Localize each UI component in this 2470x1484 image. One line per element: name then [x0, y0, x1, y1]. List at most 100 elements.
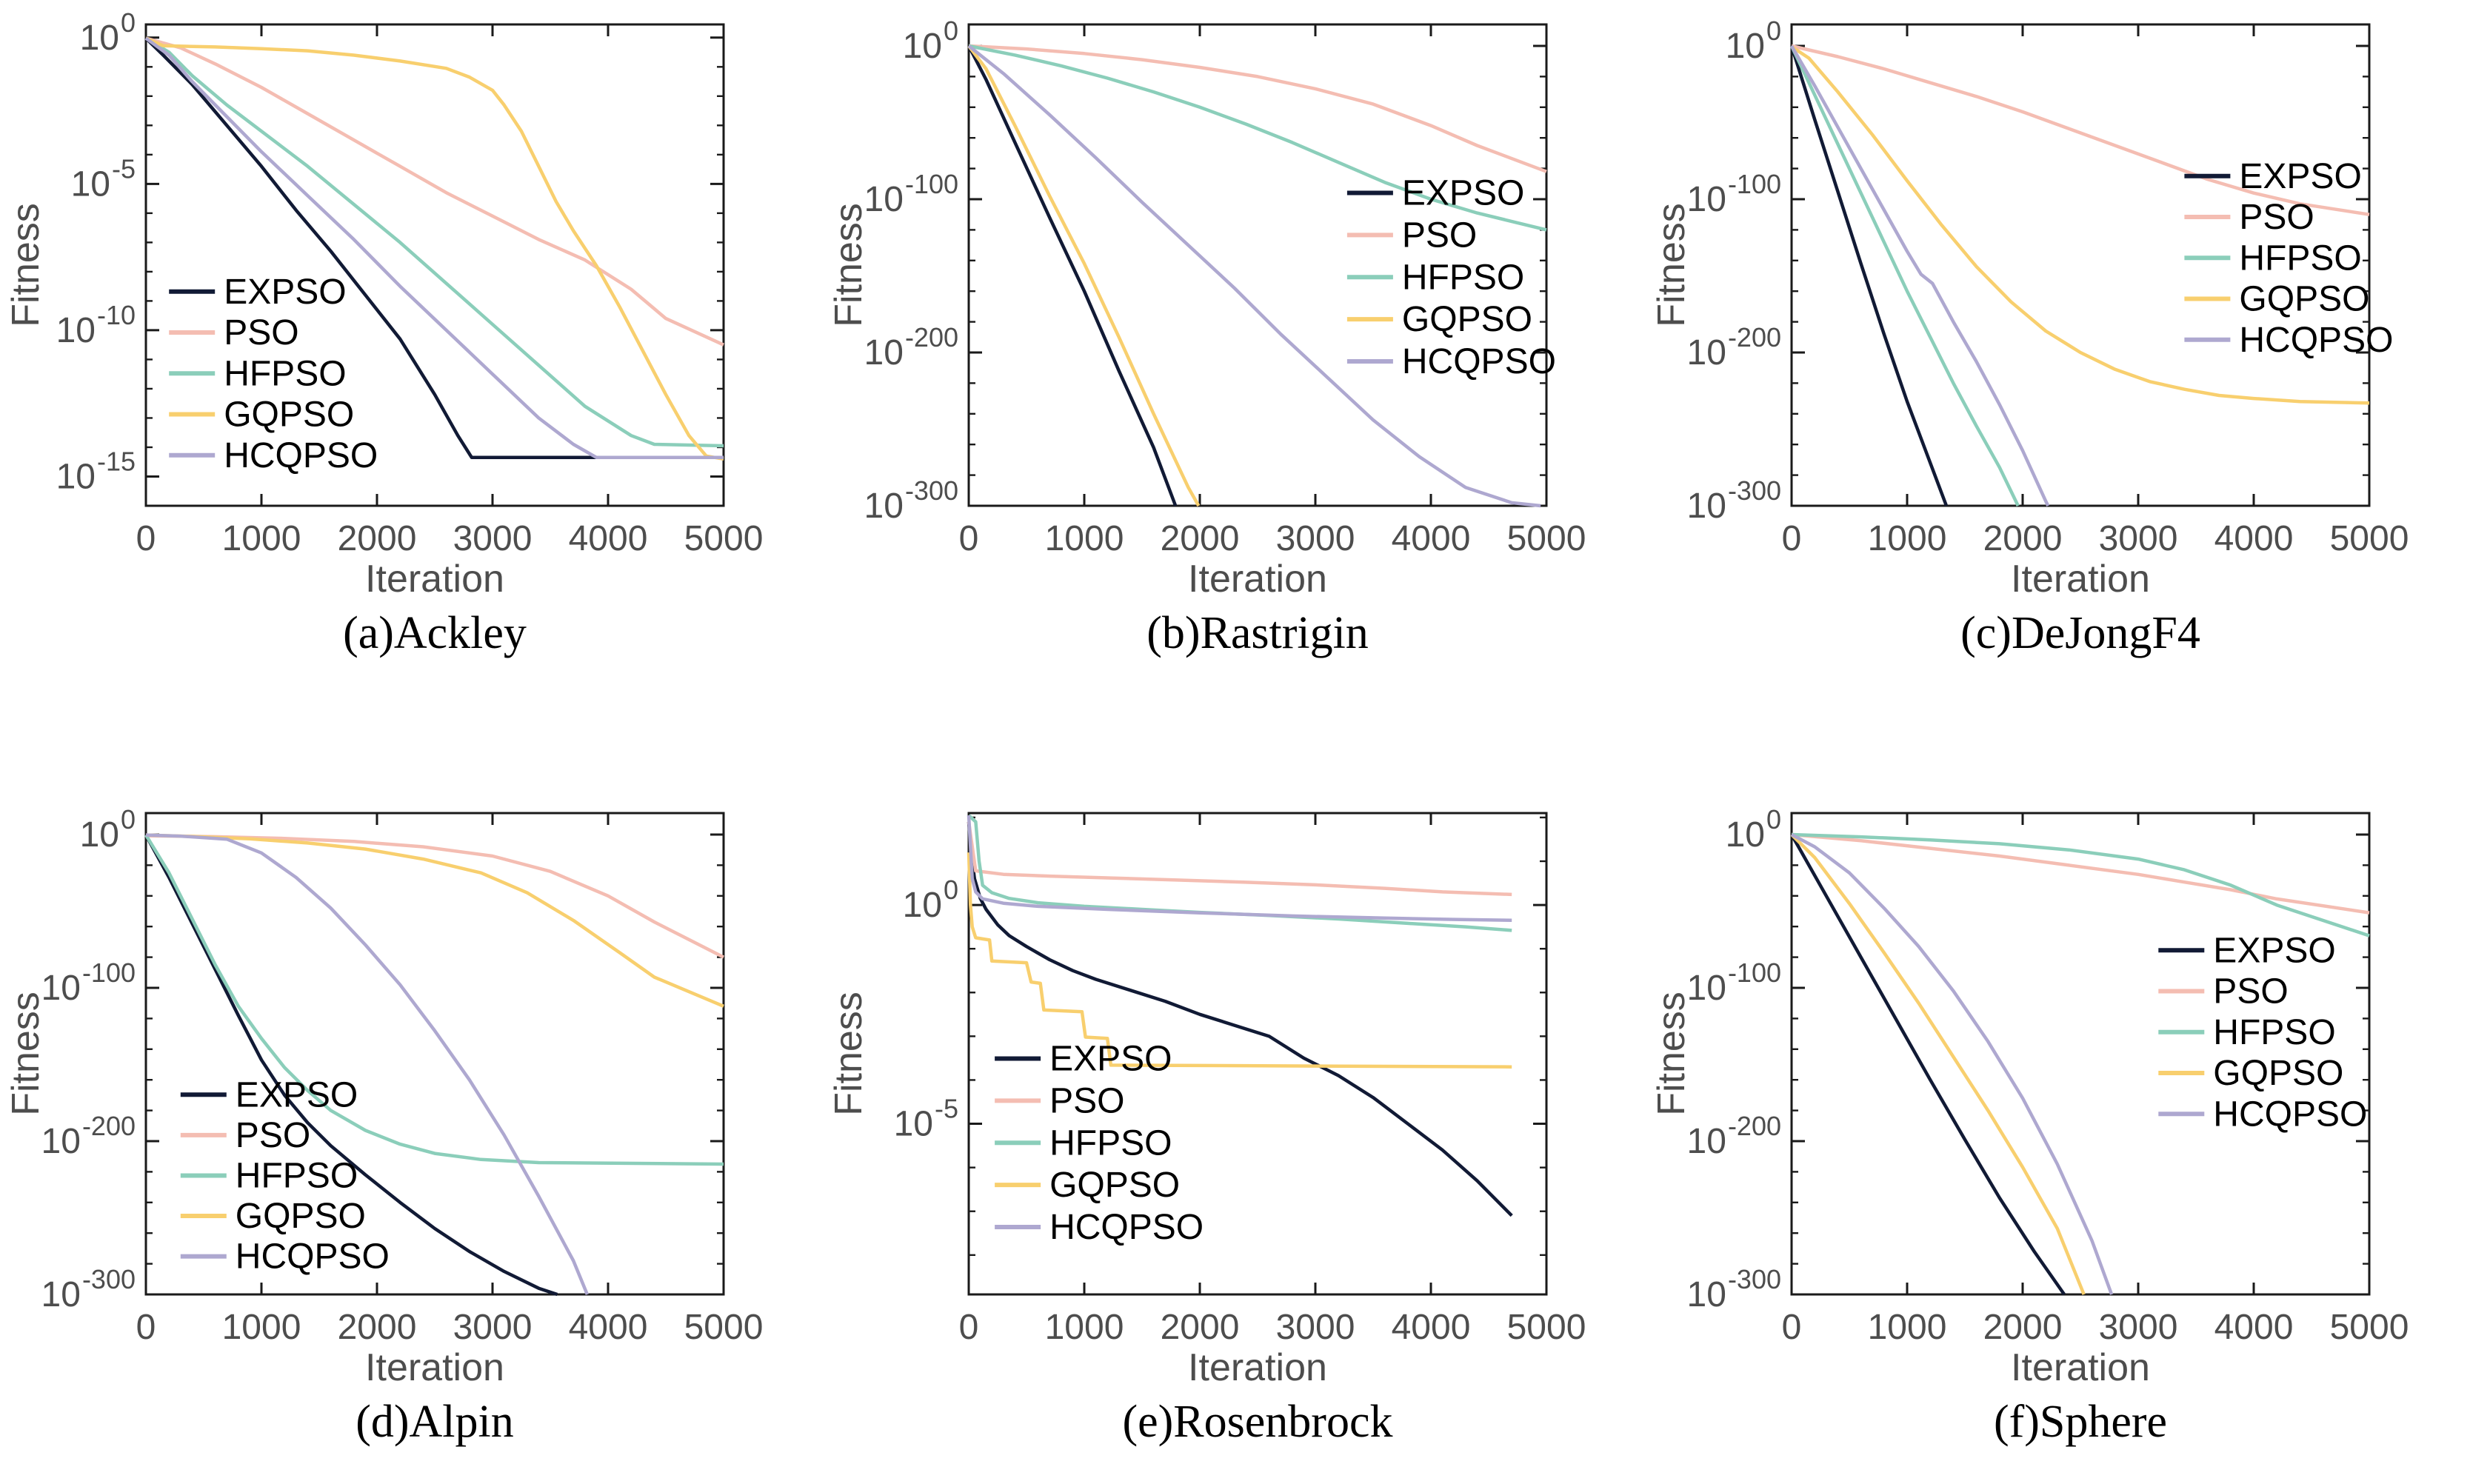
y-tick-label: 100 [903, 875, 958, 925]
legend-label-hcqpso: HCQPSO [224, 436, 378, 475]
legend-label-hfpso: HFPSO [224, 354, 346, 393]
y-tick-label: 10-300 [1687, 1264, 1781, 1314]
series-line-gqpso [1790, 45, 2370, 405]
legend-item-expso: EXPSO [2184, 157, 2362, 196]
x-axis-label: Iteration [2011, 558, 2150, 601]
subplot-caption: (b)Rastrigin [1146, 608, 1369, 658]
legend-label-expso: EXPSO [2239, 157, 2361, 196]
x-tick-label: 3000 [453, 1308, 533, 1347]
x-tick-label: 1000 [1045, 1308, 1124, 1347]
legend-item-hcqpso: HCQPSO [2158, 1094, 2367, 1134]
x-axis-label: Iteration [1188, 558, 1327, 601]
x-tick-label: 5000 [2330, 1308, 2409, 1347]
series-line-expso [144, 834, 558, 1297]
legend-item-pso: PSO [1346, 215, 1477, 255]
legend-item-pso: PSO [180, 1116, 310, 1155]
plot-area [967, 812, 1548, 1296]
legend-item-hcqpso: HCQPSO [1346, 342, 1556, 381]
x-tick-label: 0 [1782, 1308, 1802, 1347]
legend-item-hcqpso: HCQPSO [995, 1208, 1204, 1247]
subplot-caption: (c)DeJongF4 [1960, 608, 2200, 658]
x-tick-label: 0 [136, 519, 156, 558]
legend-label-pso: PSO [2239, 198, 2314, 237]
legend-label-pso: PSO [2213, 972, 2288, 1012]
x-tick-label: 4000 [1392, 1308, 1471, 1347]
series-line-expso [144, 36, 678, 460]
legend-item-gqpso: GQPSO [169, 395, 354, 435]
x-tick-label: 1000 [1868, 1308, 1947, 1347]
subplot-f: 0 1000 2000 3000 4000 5000 100 10-100 10-200 10-3… [1650, 804, 2409, 1447]
legend-item-expso: EXPSO [1346, 174, 1524, 213]
legend-item-hfpso: HFPSO [2184, 238, 2362, 278]
x-tick-label: 3000 [2099, 519, 2178, 558]
y-tick-label: 10-100 [1687, 169, 1781, 219]
x-tick-label: 0 [136, 1308, 156, 1347]
x-tick-label: 1000 [1045, 519, 1124, 558]
legend-label-hcqpso: HCQPSO [2239, 321, 2393, 360]
series-line-gqpso [967, 44, 1201, 507]
series-line-gqpso [1790, 833, 2086, 1295]
x-tick-label: 3000 [1276, 1308, 1355, 1347]
legend-label-hfpso: HFPSO [2213, 1013, 2335, 1052]
series-line-hfpso [144, 834, 724, 1166]
series-line-hfpso [1791, 832, 2370, 937]
series-line-hcqpso [1790, 833, 2114, 1295]
legend-item-gqpso: GQPSO [180, 1197, 366, 1236]
legend-label-pso: PSO [1049, 1081, 1124, 1120]
legend-label-pso: PSO [236, 1116, 310, 1155]
legend-label-gqpso: GQPSO [236, 1197, 366, 1236]
legend-label-gqpso: GQPSO [1402, 300, 1532, 339]
legend-item-hcqpso: HCQPSO [180, 1237, 390, 1277]
series-line-expso [1789, 45, 1949, 507]
x-tick-label: 5000 [684, 519, 764, 558]
y-tick-label: 100 [80, 804, 136, 855]
y-tick-label: 10-200 [1687, 322, 1781, 372]
x-tick-label: 5000 [2330, 519, 2409, 558]
x-tick-label: 0 [959, 519, 979, 558]
subplot-caption: (e)Rosenbrock [1123, 1397, 1393, 1447]
subplot-caption: (d)Alpin [356, 1397, 514, 1447]
legend-item-hfpso: HFPSO [1346, 258, 1524, 297]
legend-item-expso: EXPSO [169, 273, 347, 312]
legend-item-hfpso: HFPSO [2158, 1013, 2336, 1052]
legend-item-expso: EXPSO [2158, 931, 2336, 970]
legend-item-hcqpso: HCQPSO [2184, 321, 2393, 360]
series-line-pso [967, 821, 1512, 897]
x-tick-label: 4000 [569, 1308, 648, 1347]
x-tick-label: 0 [959, 1308, 979, 1347]
legend-item-hfpso: HFPSO [169, 354, 347, 393]
x-axis-label: Iteration [365, 558, 504, 601]
series-line-expso [967, 821, 1513, 1217]
legend-label-hcqpso: HCQPSO [2213, 1094, 2367, 1134]
legend-item-pso: PSO [2158, 972, 2289, 1012]
x-tick-label: 4000 [2214, 1308, 2294, 1347]
legend-label-pso: PSO [224, 313, 298, 352]
legend-label-gqpso: GQPSO [224, 395, 354, 435]
y-tick-label: 10-5 [71, 153, 136, 204]
series-line-pso [968, 44, 1547, 173]
x-tick-label: 0 [1782, 519, 1802, 558]
legend-label-hfpso: HFPSO [1049, 1123, 1172, 1163]
series-line-hcqpso [1790, 44, 2050, 507]
subplot-d: 0 1000 2000 3000 4000 5000 100 10-100 10-200 10-3… [4, 804, 763, 1447]
legend-label-hfpso: HFPSO [1402, 258, 1524, 297]
subplot-e: 0 1000 2000 3000 4000 5000 100 10-5 EXPSOPSOHFPS… [827, 812, 1586, 1447]
y-tick-label: 10-200 [41, 1111, 136, 1161]
y-axis-label: Fitness [4, 203, 47, 327]
y-tick-label: 10-100 [864, 169, 958, 219]
x-axis-label: Iteration [2011, 1346, 2150, 1389]
x-tick-label: 1000 [1868, 519, 1947, 558]
series-line-pso [1791, 44, 2370, 216]
legend-item-gqpso: GQPSO [2158, 1054, 2343, 1093]
x-tick-label: 2000 [338, 519, 417, 558]
series-line-hfpso [967, 814, 1512, 932]
series-line-hfpso [1789, 45, 2020, 507]
x-tick-label: 3000 [1276, 519, 1355, 558]
y-tick-label: 100 [80, 7, 136, 58]
legend-label-gqpso: GQPSO [2239, 280, 2369, 319]
x-tick-label: 4000 [2214, 519, 2294, 558]
subplot-a: 0 1000 2000 3000 4000 5000 100 10-5 10-10 10-15 EX… [4, 7, 764, 658]
y-tick-label: 10-300 [1687, 475, 1781, 526]
x-tick-label: 4000 [569, 519, 648, 558]
